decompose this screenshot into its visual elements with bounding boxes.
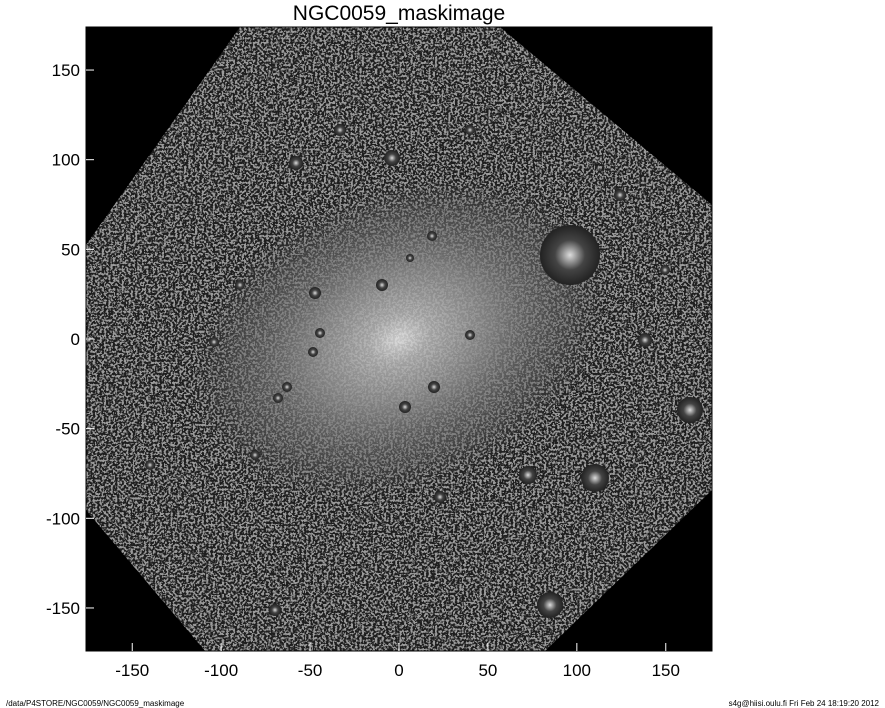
masked-source: [638, 333, 652, 347]
masked-source: [334, 124, 346, 136]
galaxy: [191, 178, 607, 500]
x-axis: -150 -100 -50 0 50 100 150: [115, 643, 680, 680]
masked-source: [384, 150, 400, 166]
masked-source: [289, 156, 303, 170]
masked-source: [677, 397, 703, 423]
masked-source: [660, 265, 670, 275]
y-tick-label: -50: [55, 420, 80, 439]
masked-source: [308, 347, 318, 357]
masked-source: [315, 328, 325, 338]
masked-source: [273, 393, 283, 403]
masked-source: [428, 381, 440, 393]
masked-source: [519, 466, 537, 484]
masked-source: [209, 337, 219, 347]
y-tick-label: 50: [61, 240, 80, 259]
masked-source: [434, 491, 446, 503]
masked-source: [406, 254, 414, 262]
masked-source: [376, 279, 388, 291]
masked-source: [537, 592, 563, 618]
y-tick-label: 100: [52, 151, 80, 170]
masked-source: [614, 189, 626, 201]
masked-source: [282, 382, 292, 392]
masked-source: [427, 231, 437, 241]
y-tick-label: 150: [52, 61, 80, 80]
mask-image: [86, 27, 712, 651]
masked-source: [235, 280, 245, 290]
x-tick-label: 150: [652, 661, 680, 680]
x-tick-label: -150: [115, 661, 149, 680]
masked-sources: [145, 124, 703, 618]
x-tick-label: 0: [394, 661, 403, 680]
masked-source: [540, 225, 600, 285]
masked-source: [581, 464, 609, 492]
chart-title: NGC0059_maskimage: [292, 2, 506, 25]
masked-source: [145, 460, 155, 470]
footer-path: /data/P4STORE/NGC0059/NGC0059_maskimage: [6, 699, 185, 708]
x-tick-label: -100: [204, 661, 238, 680]
masked-source: [399, 401, 411, 413]
y-tick-label: -150: [46, 599, 80, 618]
masked-source: [269, 604, 281, 616]
masked-source: [309, 287, 321, 299]
masked-source: [250, 450, 260, 460]
y-tick-label: 0: [71, 330, 80, 349]
y-tick-label: -100: [46, 509, 80, 528]
y-axis: -150 -100 -50 0 50 100 150: [46, 61, 94, 618]
x-tick-label: 100: [563, 661, 591, 680]
x-tick-label: -50: [298, 661, 323, 680]
masked-source: [465, 125, 475, 135]
footer-info: s4g@hiisi.oulu.fi Fri Feb 24 18:19:20 20…: [728, 699, 879, 708]
masked-source: [465, 330, 475, 340]
x-tick-label: 50: [478, 661, 497, 680]
